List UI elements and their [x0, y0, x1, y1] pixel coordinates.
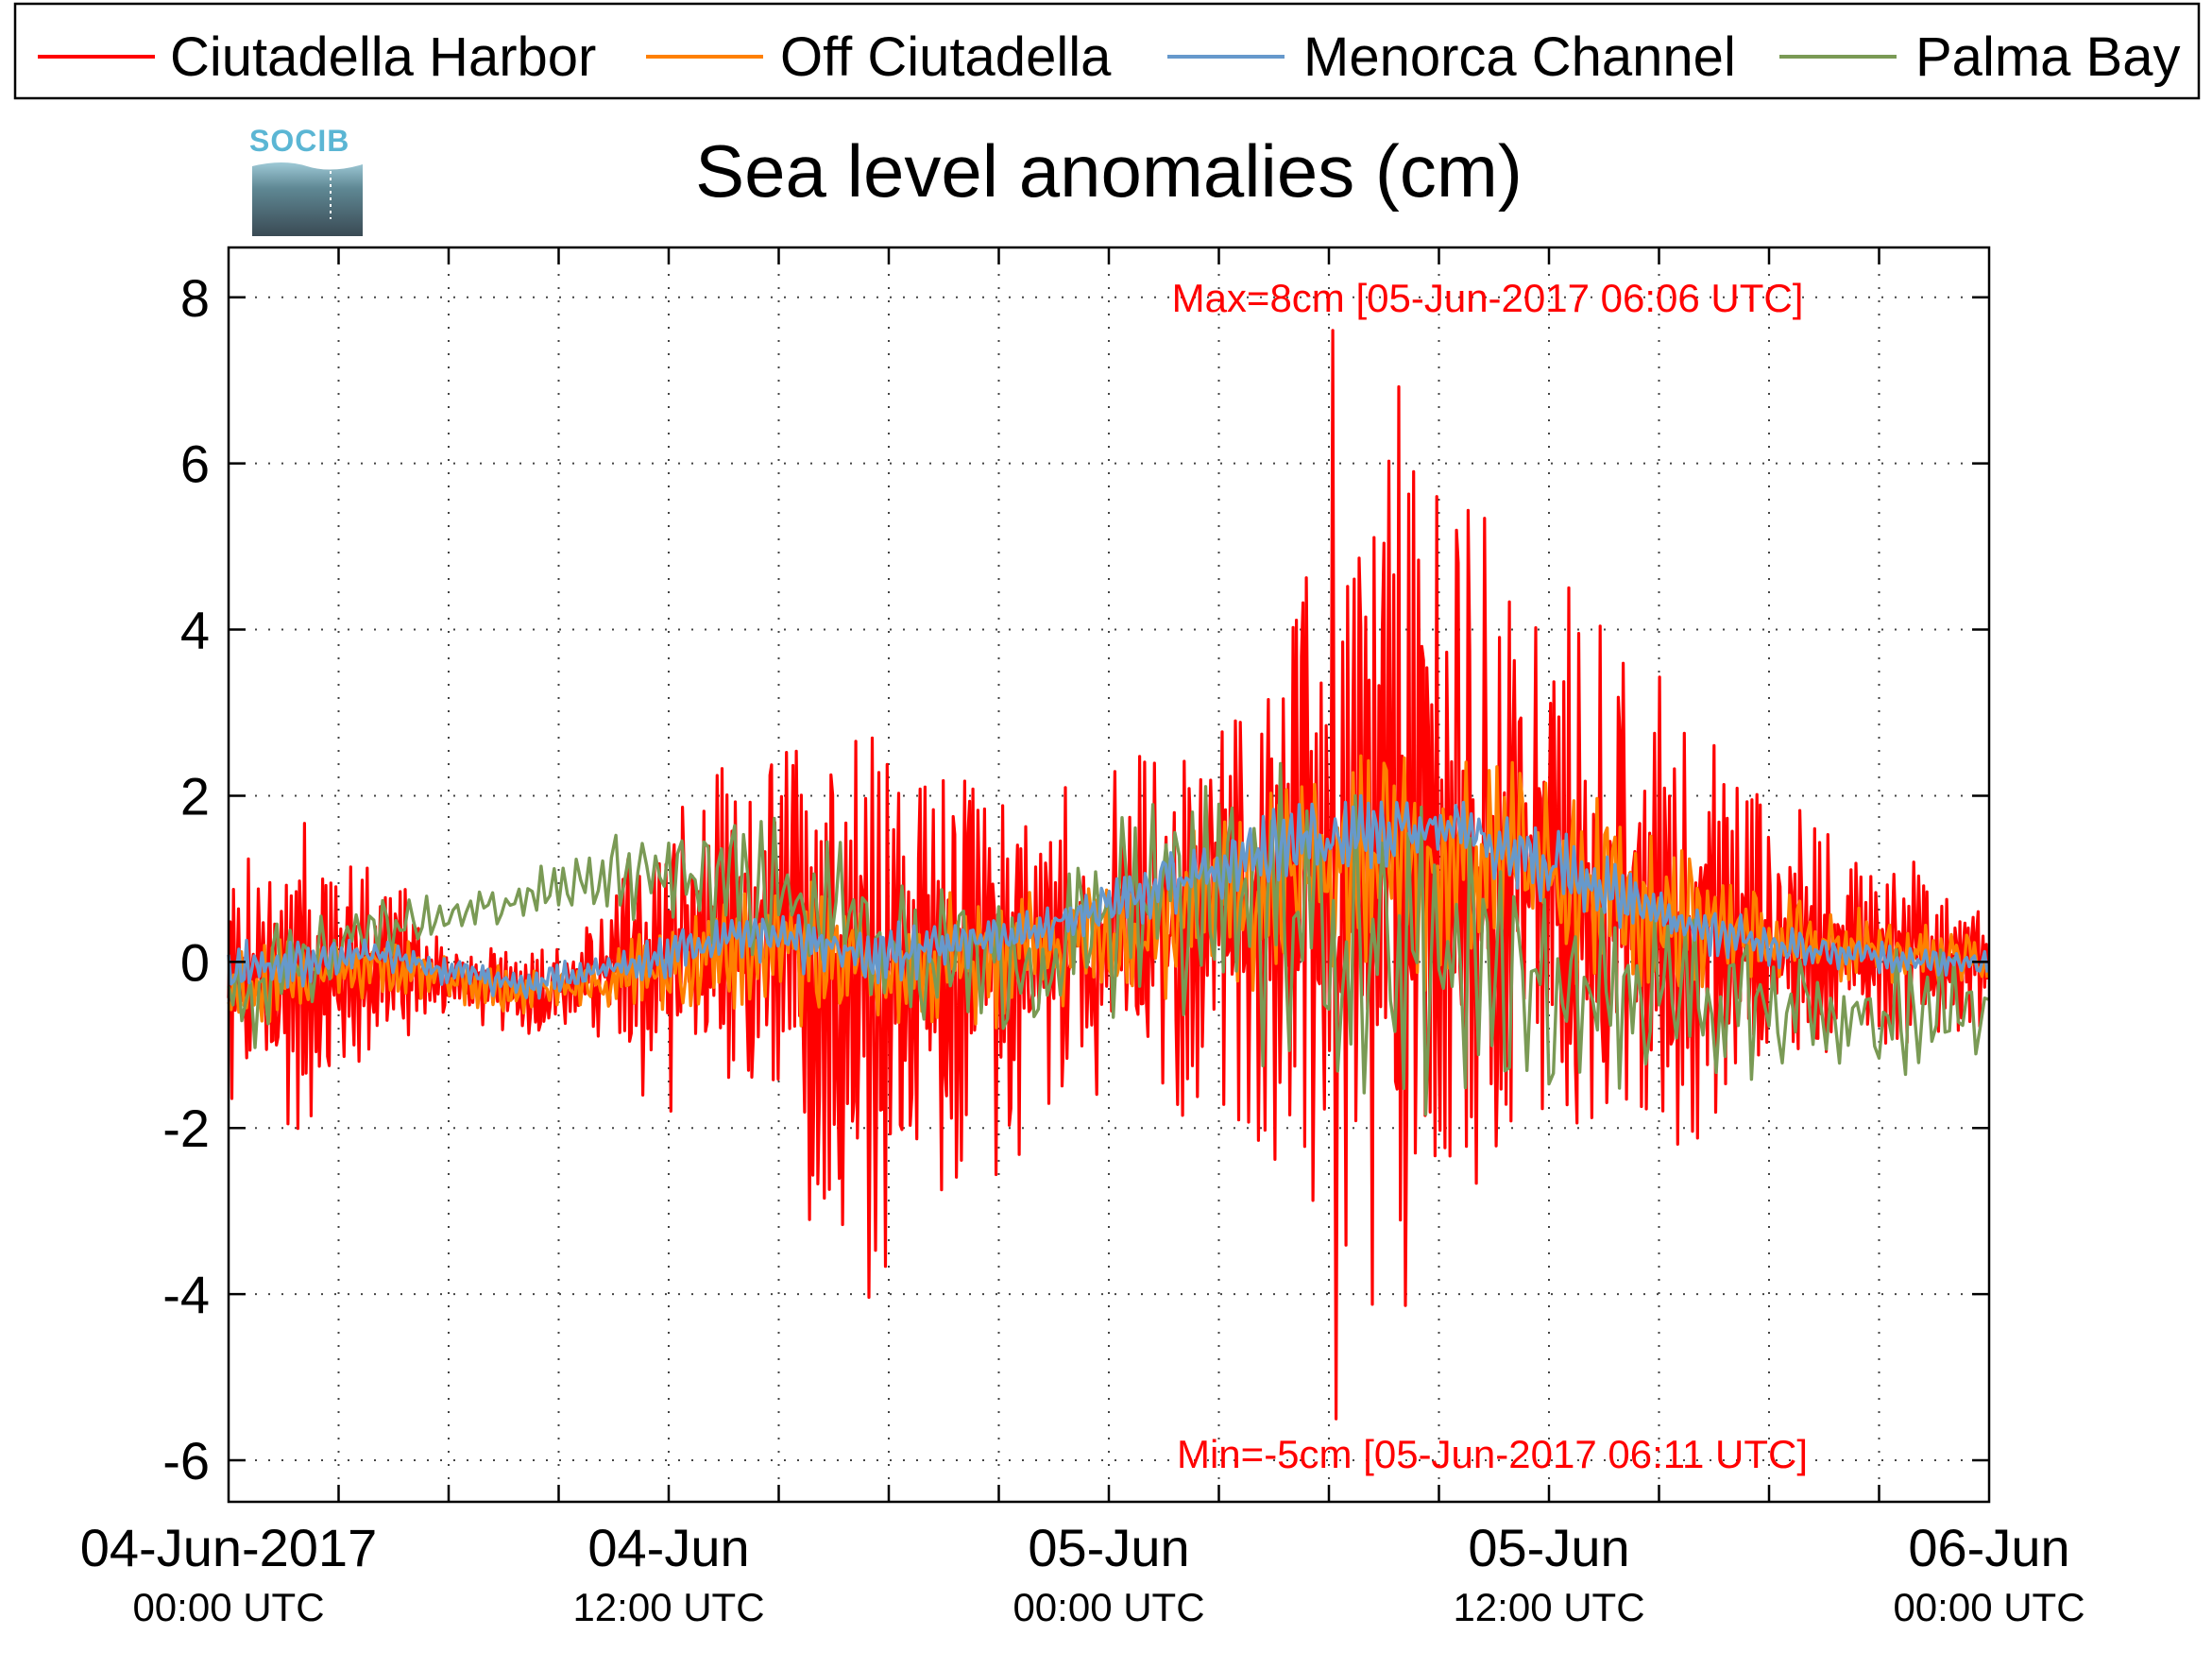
y-tick-label: 2: [180, 766, 210, 826]
legend-label-1: Off Ciutadella: [780, 26, 1112, 88]
max-annotation: Max=8cm [05-Jun-2017 06:06 UTC]: [1172, 276, 1804, 320]
series-line-0: [227, 329, 1990, 1421]
plot-area: -6 -4 -2 0 2 4 6 8 04-Jun-2017 00:00 UTC 04-Jun 12…: [80, 246, 2085, 1629]
min-annotation: Min=-5cm [05-Jun-2017 06:11 UTC]: [1177, 1432, 1808, 1476]
x-tick-date-label: 05-Jun: [1468, 1518, 1629, 1577]
x-tick-time-label: 12:00 UTC: [572, 1585, 764, 1629]
x-tick-date-label: 04-Jun-2017: [80, 1518, 377, 1577]
x-tick-date-label: 04-Jun: [587, 1518, 749, 1577]
legend-label-2: Menorca Channel: [1303, 26, 1736, 88]
y-tick-label: 0: [180, 932, 210, 992]
x-tick-date-label: 05-Jun: [1028, 1518, 1189, 1577]
x-tick-time-label: 00:00 UTC: [132, 1585, 324, 1629]
axis-ticks: [229, 247, 1989, 1502]
grid: [229, 247, 1989, 1502]
y-tick-label: 6: [180, 434, 210, 494]
series-lines: [227, 329, 1990, 1421]
socib-logo: SOCIB: [249, 124, 363, 236]
series-line-2: [227, 793, 1989, 1000]
y-tick-label: -4: [162, 1265, 210, 1324]
x-tick-time-label: 00:00 UTC: [1012, 1585, 1204, 1629]
y-tick-label: -2: [162, 1098, 210, 1158]
y-tick-label: 8: [180, 268, 210, 328]
y-tick-label: 4: [180, 601, 210, 660]
legend-label-0: Ciutadella Harbor: [170, 26, 596, 88]
legend-label-3: Palma Bay: [1915, 26, 2180, 88]
legend: Ciutadella Harbor Off Ciutadella Menorca C…: [13, 2, 2201, 100]
x-tick-time-label: 00:00 UTC: [1893, 1585, 2084, 1629]
chart-title: Sea level anomalies (cm): [695, 129, 1523, 213]
y-tick-label: -6: [162, 1431, 210, 1490]
x-tick-date-label: 06-Jun: [1908, 1518, 2069, 1577]
x-axis-labels: 04-Jun-2017 00:00 UTC 04-Jun 12:00 UTC 05-Ju…: [80, 1518, 2085, 1629]
logo-wave: [252, 162, 363, 236]
y-axis-labels: -6 -4 -2 0 2 4 6 8: [162, 268, 210, 1490]
legend-box: [13, 2, 2201, 100]
x-tick-time-label: 12:00 UTC: [1453, 1585, 1644, 1629]
logo-text: SOCIB: [249, 124, 349, 158]
